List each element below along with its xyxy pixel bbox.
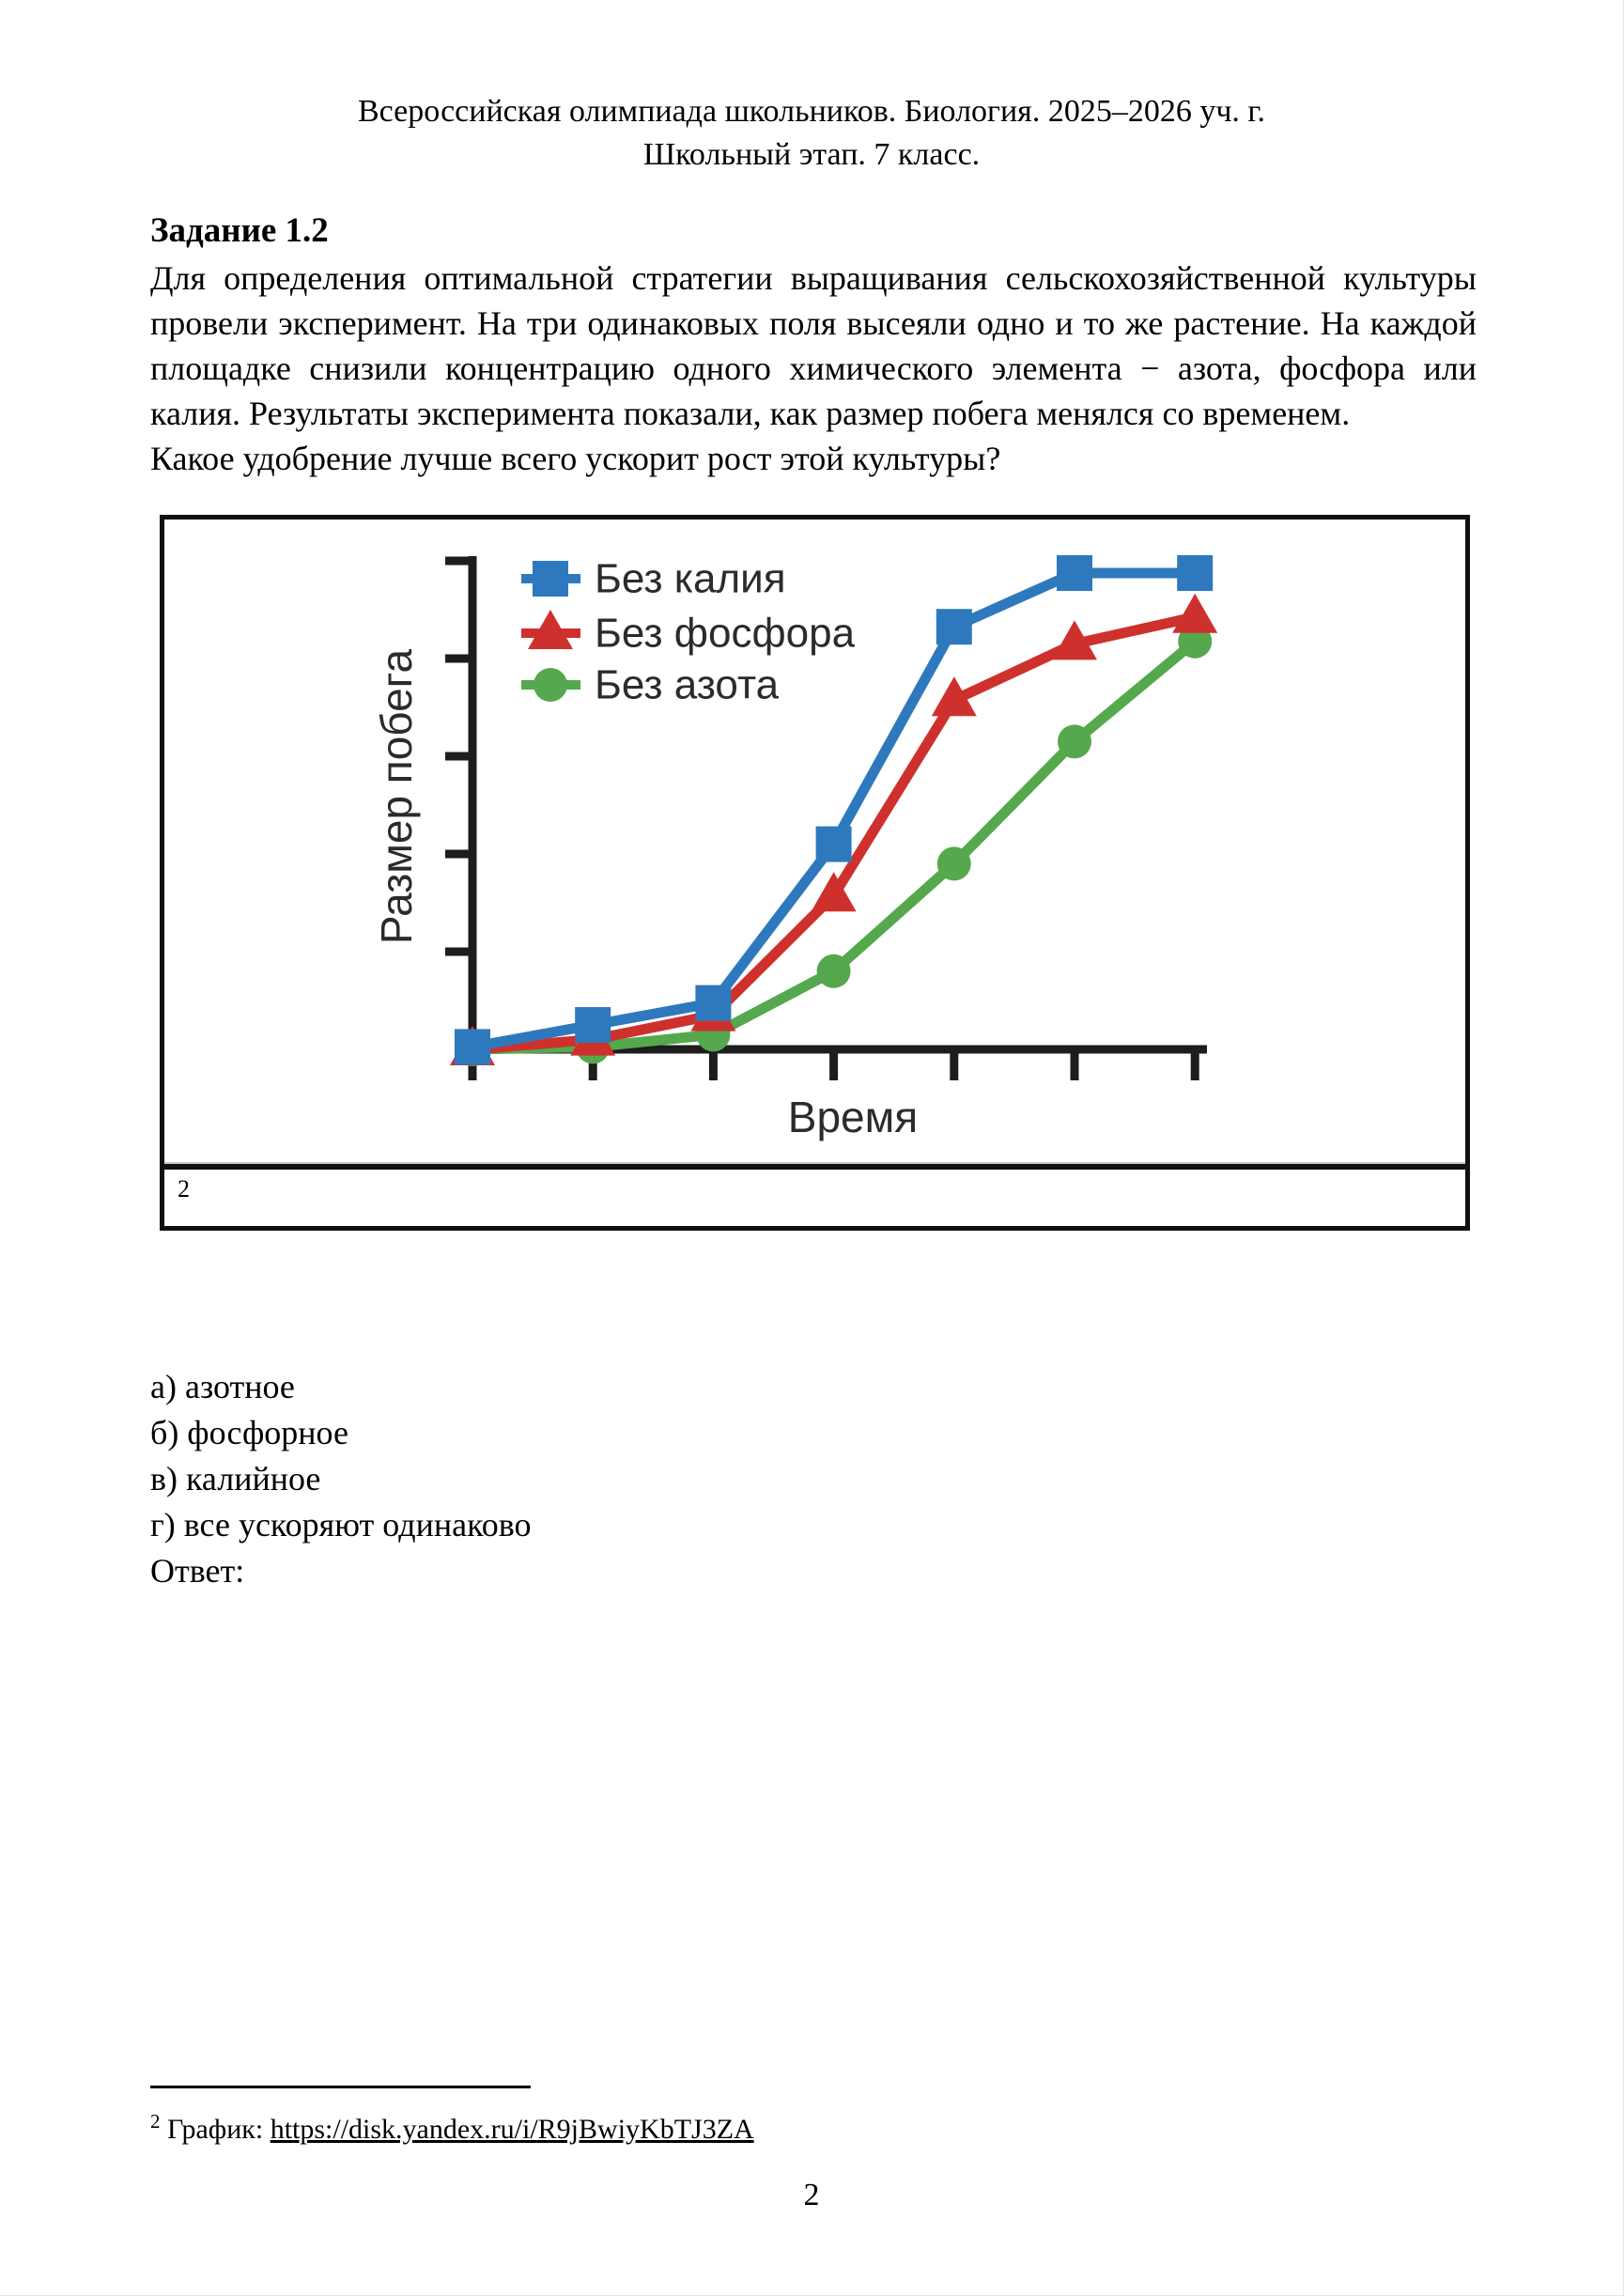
data-point-marker-1 xyxy=(1172,593,1218,633)
answer-label: Ответ: xyxy=(150,1552,245,1590)
options-block: а) азотное б) фосфорное в) калийное г) в… xyxy=(150,1364,1477,1594)
data-point-marker-2 xyxy=(695,985,732,1021)
data-point-marker-1 xyxy=(931,676,977,717)
growth-chart: Без калия Без фосфора Без азота Время Размер… xyxy=(372,555,1218,1141)
data-point-marker-2 xyxy=(575,1007,611,1043)
data-point-marker-2 xyxy=(1177,555,1214,591)
data-point-marker-1 xyxy=(1052,620,1097,660)
data-point-marker-2 xyxy=(1057,555,1092,591)
footnote-link[interactable]: https://disk.yandex.ru/i/R9jBwiyKbTJ3ZA xyxy=(270,2114,754,2145)
task-paragraph: Для определения оптимальной стратегии вы… xyxy=(150,259,1477,432)
figure-box: Без калия Без фосфора Без азота Время Размер… xyxy=(160,515,1470,1231)
footnote-marker: 2 xyxy=(150,2110,161,2133)
page-number: 2 xyxy=(803,2178,820,2212)
header-line-2: Школьный этап. 7 класс. xyxy=(642,137,981,172)
legend-marker-triangle xyxy=(528,610,573,649)
data-point-marker-2 xyxy=(455,1029,490,1065)
data-point-marker-2 xyxy=(815,826,852,862)
figure-footnote-strip: 2 xyxy=(164,1164,1465,1226)
task-block: Задание 1.2 Для определения оптимальной … xyxy=(150,209,1477,481)
data-point-marker-0 xyxy=(936,846,971,881)
x-axis-label: Время xyxy=(788,1093,918,1141)
option-v: в) калийное xyxy=(150,1460,321,1497)
data-point-marker-0 xyxy=(1058,724,1091,759)
footnote-label: График: xyxy=(167,2114,264,2145)
header-line-1: Всероссийская олимпиада школьников. Биол… xyxy=(357,94,1266,129)
legend-marker-square xyxy=(533,561,568,597)
option-g: г) все ускоряют одинаково xyxy=(150,1506,532,1544)
data-point-marker-1 xyxy=(811,872,857,912)
task-title: Задание 1.2 xyxy=(150,211,329,250)
data-point-marker-2 xyxy=(936,609,972,645)
y-axis-label: Размер побега xyxy=(372,649,421,945)
option-b: б) фосфорное xyxy=(150,1414,348,1451)
legend-marker-circle xyxy=(534,668,567,702)
chart-area: Без калия Без фосфора Без азота Время Размер… xyxy=(164,520,1465,1164)
footnote: 2 График: https://disk.yandex.ru/i/R9jBw… xyxy=(150,2102,1477,2149)
page-header: Всероссийская олимпиада школьников. Биол… xyxy=(0,90,1623,177)
legend-label: Без фосфора xyxy=(595,611,856,657)
option-a: а) азотное xyxy=(150,1368,295,1405)
legend-label: Без азота xyxy=(595,662,780,708)
footnote-rule xyxy=(150,2086,531,2088)
task-question: Какое удобрение лучше всего ускорит рост… xyxy=(150,440,1001,477)
legend-label: Без калия xyxy=(595,556,786,602)
figure-footnote-marker: 2 xyxy=(178,1175,190,1202)
data-point-marker-0 xyxy=(816,954,851,988)
